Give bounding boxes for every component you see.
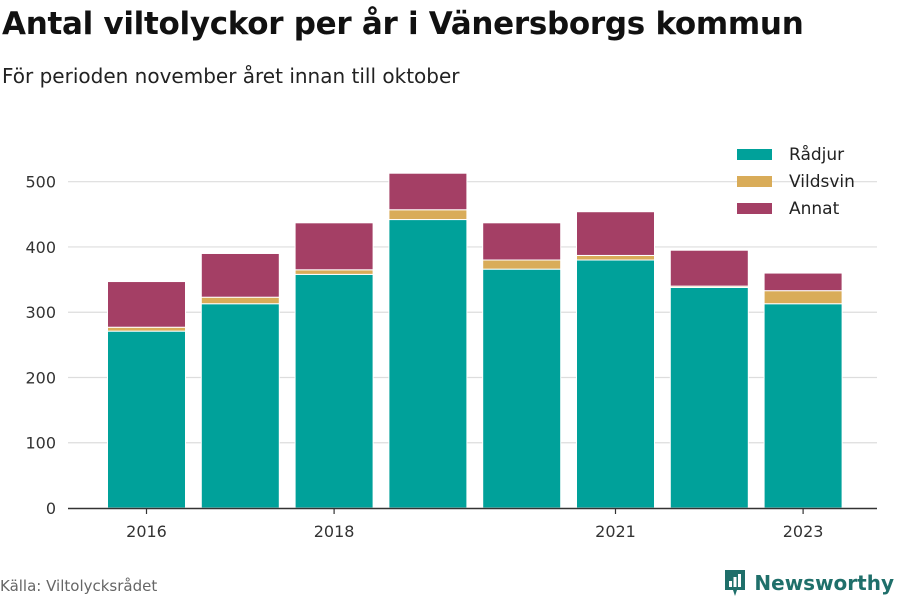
chart-title: Antal viltolyckor per år i Vänersborgs k…	[2, 6, 804, 42]
y-tick-label-400: 400	[25, 238, 56, 257]
chart-subtitle: För perioden november året innan till ok…	[2, 64, 460, 88]
y-tick-label-300: 300	[25, 303, 56, 322]
legend-item-annat: Annat	[737, 195, 855, 222]
y-tick-label-500: 500	[25, 173, 56, 192]
bar-annat-2016	[107, 281, 186, 328]
bar-annat-2020	[482, 222, 562, 261]
legend: Rådjur Vildsvin Annat	[737, 141, 855, 222]
legend-item-radjur: Rådjur	[737, 141, 855, 168]
bar-vildsvin-2021	[576, 254, 655, 261]
bar-annat-2022	[669, 249, 749, 287]
brand-name: Newsworthy	[754, 571, 894, 595]
newsworthy-logo-icon	[725, 570, 746, 596]
brand-mark[interactable]: Newsworthy	[723, 568, 894, 598]
bar-radjur-2018	[294, 273, 374, 509]
bar-radjur-2016	[107, 330, 186, 509]
bar-annat-2021	[576, 211, 655, 256]
source-note: Källa: Viltolycksrådet	[0, 577, 158, 595]
legend-swatch-radjur	[737, 149, 772, 160]
legend-label-vildsvin: Vildsvin	[789, 171, 855, 192]
bar-annat-2017	[200, 252, 280, 298]
bar-vildsvin-2018	[294, 269, 374, 275]
bar-radjur-2017	[200, 303, 280, 509]
bar-annat-2019	[388, 172, 468, 211]
legend-label-radjur: Rådjur	[789, 144, 845, 165]
bars	[107, 172, 843, 509]
legend-label-annat: Annat	[789, 198, 840, 219]
bar-vildsvin-2023	[763, 290, 843, 305]
y-tick-label-200: 200	[25, 368, 56, 387]
legend-swatch-vildsvin	[737, 176, 772, 187]
x-tick-label-2021: 2021	[595, 522, 636, 541]
bar-radjur-2019	[388, 219, 468, 509]
bar-vildsvin-2017	[200, 296, 280, 305]
x-tick-label-2016: 2016	[126, 522, 167, 541]
bar-radjur-2023	[763, 303, 843, 509]
x-tick-label-2023: 2023	[783, 522, 824, 541]
bar-vildsvin-2016	[107, 326, 186, 332]
bar-radjur-2020	[482, 268, 562, 509]
y-tick-label-100: 100	[25, 434, 56, 453]
bar-vildsvin-2019	[388, 209, 468, 221]
bar-annat-2023	[763, 272, 843, 292]
x-tick-label-2018: 2018	[314, 522, 355, 541]
legend-swatch-annat	[737, 203, 772, 214]
bar-radjur-2022	[669, 286, 749, 509]
bar-radjur-2021	[576, 259, 655, 509]
y-tick-label-0: 0	[46, 499, 56, 518]
legend-item-vildsvin: Vildsvin	[737, 168, 855, 195]
bar-vildsvin-2020	[482, 259, 562, 270]
axes: 0 100 200 300 400 500 2016 2018 2021 2023	[25, 173, 877, 541]
bar-annat-2018	[294, 222, 374, 271]
